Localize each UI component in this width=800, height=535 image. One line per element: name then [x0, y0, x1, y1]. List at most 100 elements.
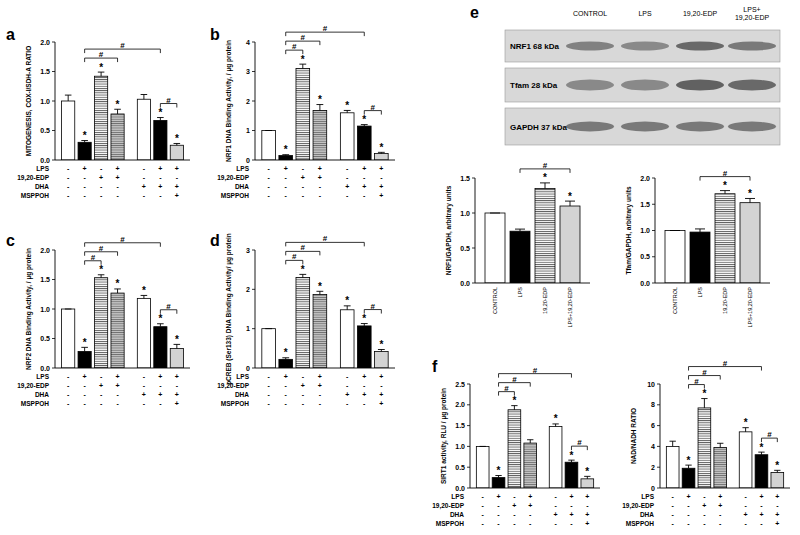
condition-sign: -	[497, 520, 500, 527]
condition-label: DHA	[35, 183, 49, 190]
condition-sign: -	[363, 382, 366, 389]
condition-sign: -	[346, 373, 349, 380]
condition-sign: +	[686, 493, 690, 500]
blot-strip	[505, 108, 780, 145]
bar	[111, 293, 124, 368]
condition-sign: +	[318, 373, 322, 380]
error-bar	[742, 428, 748, 432]
category-label: 19,20-EDP	[542, 287, 548, 314]
condition-sign: +	[362, 183, 366, 190]
condition-sign: -	[67, 373, 70, 380]
y-tick	[652, 178, 655, 179]
bar	[476, 446, 489, 488]
condition-label: LPS	[36, 373, 49, 380]
bar	[665, 231, 685, 284]
significance-star: *	[83, 337, 87, 348]
condition-sign: +	[569, 511, 573, 518]
y-tick-label: 0	[246, 365, 250, 372]
blot-band	[566, 122, 614, 132]
x-axis	[55, 368, 190, 369]
blot-band	[728, 80, 776, 91]
condition-sign: -	[346, 174, 349, 181]
condition-label: DHA	[235, 391, 249, 398]
bar	[62, 101, 75, 160]
bracket-label: #	[120, 235, 125, 244]
chart: 01234NRF1 DNA Binding Activity, / µg pro…	[217, 24, 395, 199]
condition-sign: +	[775, 511, 779, 518]
blot-band	[728, 122, 776, 132]
significance-star: *	[301, 54, 305, 65]
condition-sign: -	[482, 511, 485, 518]
marks	[485, 183, 580, 283]
condition-sign: +	[775, 520, 779, 527]
y-axis-label: Tfam/GAPDH, arbitrary units	[625, 186, 633, 275]
condition-sign: +	[744, 511, 748, 518]
y-axis-label: SIRT1 activity, RLU / µg protein	[440, 388, 448, 484]
y-axis	[660, 384, 661, 488]
error-bar	[515, 229, 525, 231]
error-bar	[316, 105, 323, 111]
x-axis	[255, 160, 395, 161]
condition-sign: -	[159, 400, 162, 407]
category-label: CONTROL	[492, 287, 498, 314]
condition-sign: -	[159, 174, 162, 181]
condition-sign: -	[143, 174, 146, 181]
condition-sign: -	[67, 174, 70, 181]
panel-label: d	[210, 232, 220, 249]
condition-sign: +	[284, 373, 288, 380]
condition-sign: -	[302, 391, 305, 398]
y-tick-label: 0.0	[640, 280, 650, 287]
y-tick	[467, 488, 470, 489]
condition-sign: +	[158, 183, 162, 190]
condition-sign: -	[776, 502, 779, 509]
band-label: NRF1 68 kDa	[510, 42, 559, 51]
condition-sign: -	[672, 520, 675, 527]
condition-sign: +	[554, 511, 558, 518]
y-tick-label: 3	[246, 247, 250, 254]
condition-sign: +	[585, 520, 589, 527]
y-tick	[657, 446, 660, 447]
bar	[78, 351, 91, 368]
y-tick-label: 0.5	[640, 253, 650, 260]
bar	[111, 114, 124, 160]
y-tick	[472, 248, 475, 249]
y-tick	[467, 425, 470, 426]
y-axis-label: NRF1/GAPDH, arbitrary units	[445, 185, 453, 275]
bar	[690, 232, 710, 283]
significance-star: *	[142, 285, 146, 296]
chart: 0.00.51.01.52.0NRF2 DNA Binding Activity…	[17, 235, 190, 407]
condition-sign: -	[83, 391, 86, 398]
condition-sign: -	[67, 400, 70, 407]
condition-sign: +	[379, 373, 383, 380]
bracket-label: #	[120, 41, 125, 50]
significance-star: *	[318, 281, 322, 292]
condition-sign: -	[744, 493, 747, 500]
y-tick	[52, 160, 55, 161]
significance-star: *	[497, 465, 501, 476]
condition-label: 19,20-EDP	[17, 174, 49, 182]
condition-sign: -	[100, 373, 103, 380]
condition-sign: -	[719, 511, 722, 518]
y-tick	[52, 250, 55, 251]
condition-sign: -	[380, 174, 383, 181]
condition-label: DHA	[640, 511, 654, 518]
error-bar	[299, 64, 306, 68]
condition-sign: -	[267, 400, 270, 407]
error-bar	[344, 306, 351, 310]
error-bar	[480, 446, 486, 447]
condition-sign: -	[760, 520, 763, 527]
panel-label: c	[6, 232, 15, 249]
condition-sign: +	[284, 165, 288, 172]
significance-star: *	[723, 180, 727, 191]
y-tick-label: 2.0	[40, 247, 50, 254]
condition-sign: +	[585, 511, 589, 518]
y-tick-label: 0	[246, 157, 250, 164]
error-bar	[265, 328, 272, 329]
bar	[682, 468, 695, 488]
condition-sign: -	[687, 502, 690, 509]
condition-sign: +	[175, 391, 179, 398]
condition-sign: +	[362, 373, 366, 380]
y-axis	[475, 178, 476, 283]
condition-sign: -	[744, 520, 747, 527]
bar	[560, 206, 580, 283]
